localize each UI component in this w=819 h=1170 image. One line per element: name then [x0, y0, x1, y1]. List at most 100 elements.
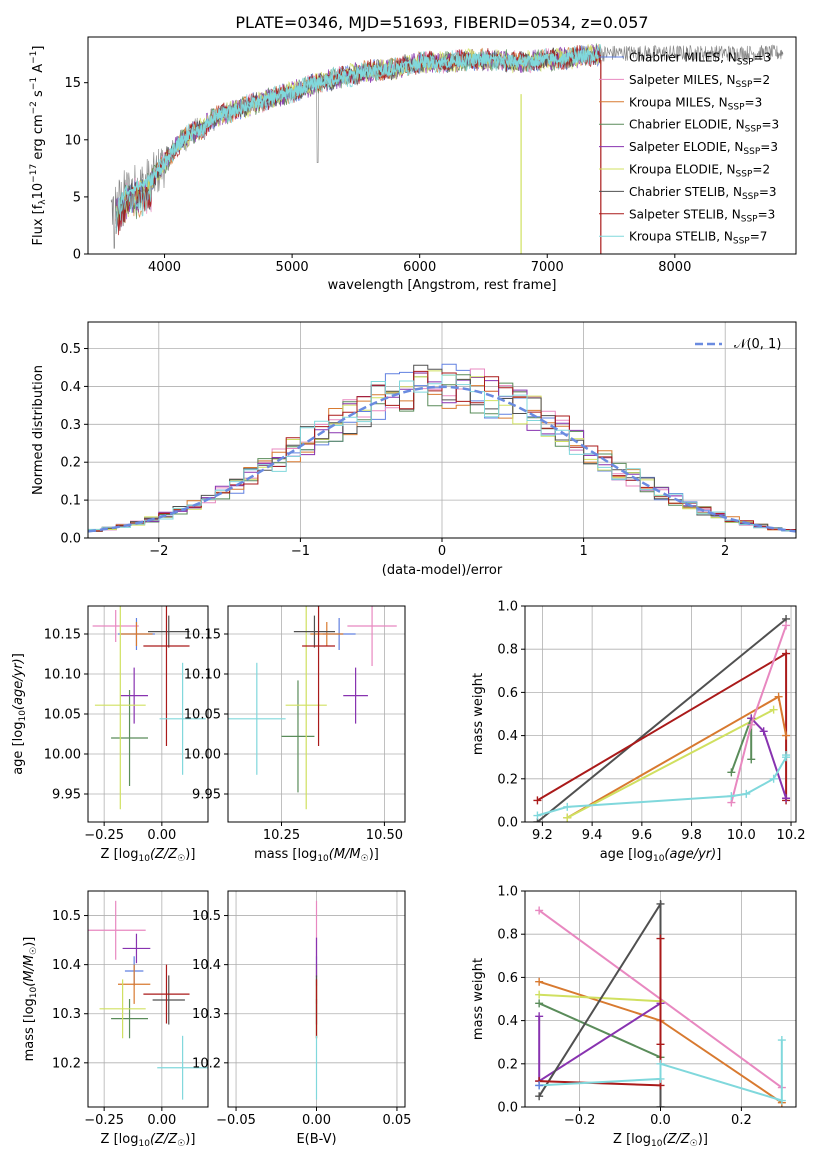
x-axis-label: mass [log10(M/M☉)]: [254, 847, 379, 864]
weight-marker-chabrier_miles: [535, 1081, 544, 1090]
figure-title: PLATE=0346, MJD=51693, FIBERID=0534, z=0…: [235, 13, 648, 32]
y-tick-label: 0.3: [60, 418, 81, 433]
weight-vs-age-panel: 9.2 9.4 9.6 9.8 10.0 10.2 0.0 0.2 0.4 0.6 0.8 1.0 ag…: [471, 600, 806, 865]
x-axis-label: age [log10(age/yr)]: [600, 847, 722, 864]
y-tick-label: 5: [73, 190, 81, 205]
plot-area: [535, 899, 786, 1107]
x-tick-label: 0.0: [650, 1113, 671, 1128]
model-spectrum-kroupa-stelib-overlay: [120, 48, 599, 205]
axes-frame: [524, 605, 797, 823]
y-axis-label: mass weight: [471, 673, 486, 755]
mass-vs-Z-panel: −0.25 0.00 10.2 10.3 10.4 10.5 Z [log10(Z/Z☉)]…: [22, 890, 209, 1149]
y-tick-label: 1.0: [497, 885, 518, 900]
weight-vs-Z-panel: −0.2 0.0 0.2 0.0 0.2 0.4 0.6 0.8 1.0 Z [log10(Z/Z…: [471, 885, 797, 1149]
weight-marker-chabrier_stelib: [656, 899, 665, 908]
x-axis-label: wavelength [Angstrom, rest frame]: [328, 278, 557, 293]
weight-marker-chabrier_elodie: [535, 999, 544, 1008]
weight-marker-salpeter_stelib: [656, 934, 665, 943]
legend-label: 𝒩(0, 1): [734, 337, 781, 352]
x-tick-label: 5000: [276, 260, 309, 275]
y-axis-label: mass [log10(M/M☉)]: [22, 937, 39, 1062]
spectrum-legend: Chabrier MILES, NSSP=3 Salpeter MILES, NS…: [599, 51, 779, 247]
plot-area: [88, 363, 796, 534]
weight-marker-kroupa_stelib: [777, 1096, 786, 1105]
plot-area: [533, 614, 791, 822]
y-tick-label: 10.2: [192, 1056, 221, 1071]
plot-area: [228, 606, 397, 810]
weight-marker-kroupa_miles: [774, 692, 783, 701]
weight-marker-kroupa_stelib: [656, 1074, 665, 1083]
weight-marker-salpeter_elodie: [759, 727, 768, 736]
y-tick-label: 0: [73, 248, 81, 263]
y-tick-label: 10.4: [52, 958, 81, 973]
legend-label: Salpeter ELODIE, NSSP=3: [629, 140, 778, 157]
y-tick-label: 10.3: [52, 1007, 81, 1022]
x-tick-label: −0.25: [84, 828, 124, 843]
x-axis-label: Z [log10(Z/Z☉)]: [613, 1132, 708, 1149]
weight-marker-salpeter_miles: [535, 906, 544, 915]
y-tick-label: 0.1: [60, 494, 81, 509]
weight-marker-salpeter_stelib: [656, 1040, 665, 1049]
weight-marker-chabrier_stelib: [656, 1103, 665, 1107]
x-tick-label: −0.05: [216, 1113, 256, 1128]
x-tick-label: −1: [291, 544, 310, 559]
y-tick-label: 0.4: [60, 380, 81, 395]
weight-marker-kroupa_stelib: [777, 1036, 786, 1045]
x-tick-label: −2: [149, 544, 168, 559]
weight-marker-salpeter_elodie: [782, 794, 791, 803]
y-tick-label: 10.00: [44, 748, 81, 763]
y-tick-label: 10.10: [184, 668, 221, 683]
y-tick-label: 10.15: [184, 628, 221, 643]
x-tick-label: 0: [438, 544, 446, 559]
legend-label: Kroupa STELIB, NSSP=7: [629, 230, 767, 247]
y-tick-label: 9.95: [52, 788, 81, 803]
y-tick-label: 10.15: [44, 628, 81, 643]
spectrum-panel: 4000 5000 6000 7000 8000 0 5 10 15 Chabrier MILES…: [29, 36, 797, 293]
y-tick-label: 10.10: [44, 668, 81, 683]
legend-label: Kroupa MILES, NSSP=3: [629, 95, 762, 112]
axes-frame: [87, 36, 797, 255]
axes-frame: [87, 890, 209, 1108]
legend-label: Salpeter MILES, NSSP=2: [629, 73, 770, 90]
x-axis-label: Z [log10(Z/Z☉)]: [101, 847, 196, 864]
residual-histogram-panel: −2 −1 0 1 2 0.0 0.1 0.2 0.3 0.4 0.5 𝒩(0, 1) (data-mo…: [31, 321, 797, 578]
weight-line-salpeter_elodie: [538, 1002, 662, 1083]
x-axis-label: E(B-V): [296, 1132, 336, 1147]
y-axis-label: age [log10(age/yr)]: [11, 653, 28, 775]
y-tick-label: 0.2: [60, 456, 81, 471]
y-tick-label: 0.4: [497, 729, 518, 744]
weight-marker-kroupa_stelib: [769, 774, 778, 783]
x-tick-label: 0.05: [382, 1113, 411, 1128]
age-vs-mass-panel: 10.25 10.50 9.95 10.00 10.05 10.10 10.15 mass […: [184, 605, 406, 864]
x-tick-label: 2: [721, 544, 729, 559]
y-tick-label: 1.0: [497, 600, 518, 615]
y-tick-label: 0.6: [497, 686, 518, 701]
weight-marker-kroupa_stelib: [742, 789, 751, 798]
x-tick-label: 0.00: [147, 1113, 176, 1128]
legend-label: Chabrier STELIB, NSSP=3: [629, 185, 777, 202]
x-tick-label: 4000: [148, 260, 181, 275]
weight-marker-kroupa_elodie: [535, 990, 544, 999]
x-axis-label: Z [log10(Z/Z☉)]: [101, 1132, 196, 1149]
y-tick-label: 10.4: [192, 958, 221, 973]
histogram-kroupa_stelib: [88, 374, 796, 533]
weight-line-chabrier_stelib: [536, 618, 787, 822]
y-tick-label: 10.5: [192, 909, 221, 924]
x-tick-label: 9.4: [582, 828, 603, 843]
x-tick-label: 8000: [658, 260, 691, 275]
legend-label: Salpeter STELIB, NSSP=3: [629, 207, 775, 224]
plot-area: [110, 43, 784, 254]
plot-area: [92, 606, 206, 810]
y-tick-label: 10.05: [44, 708, 81, 723]
x-tick-label: 7000: [531, 260, 564, 275]
y-tick-label: 15: [64, 76, 81, 91]
x-tick-label: 10.0: [727, 828, 756, 843]
y-tick-label: 10.5: [52, 909, 81, 924]
weight-marker-kroupa_stelib: [727, 792, 736, 801]
weight-marker-chabrier_elodie: [747, 755, 756, 764]
y-tick-label: 9.95: [192, 788, 221, 803]
x-tick-label: 9.2: [532, 828, 553, 843]
weight-marker-kroupa_stelib: [533, 811, 542, 820]
x-tick-label: 10.25: [263, 828, 300, 843]
